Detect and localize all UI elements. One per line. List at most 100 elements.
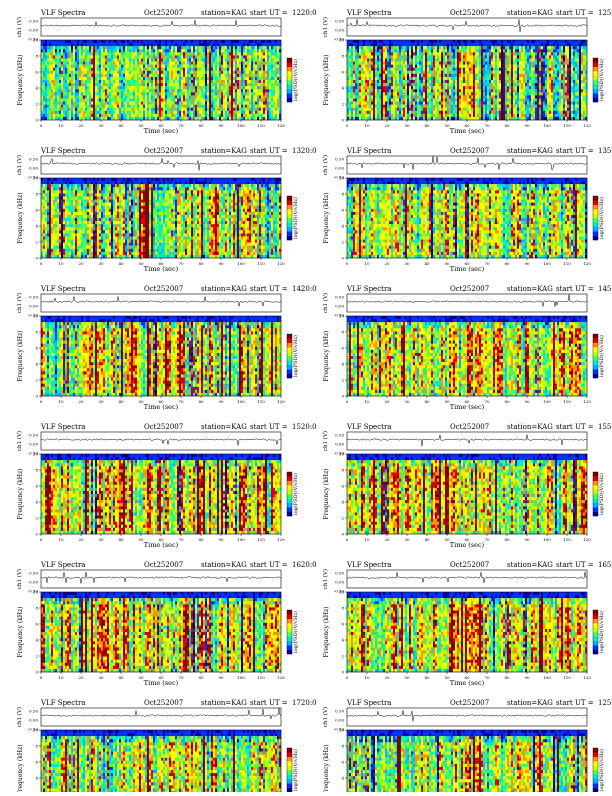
- spectrogram-cell: [399, 114, 401, 117]
- spectrogram-cell: [413, 89, 415, 92]
- spectrogram-cell: [229, 86, 231, 89]
- spectrogram-cell: [111, 89, 113, 92]
- spectrogram-cell: [109, 77, 111, 80]
- spectrogram-cell: [475, 58, 477, 61]
- spectrogram-cell: [393, 117, 395, 120]
- spectrogram-cell: [471, 114, 473, 117]
- spectrogram-cell: [185, 102, 187, 105]
- spectrogram-cell: [459, 89, 461, 92]
- spectrogram-cell: [61, 117, 63, 120]
- spectrogram-cell: [83, 49, 85, 52]
- spectrogram-cell: [207, 83, 209, 86]
- spectrogram-cell: [245, 105, 247, 108]
- spectrogram-cell: [55, 108, 57, 111]
- spectrogram-cell: [217, 111, 219, 114]
- spectrogram-cell: [455, 102, 457, 105]
- spectrogram-cell: [171, 117, 173, 120]
- spectrogram-cell: [461, 49, 463, 52]
- spectrogram-cell: [51, 49, 53, 52]
- spectrogram-cell: [405, 111, 407, 114]
- spectrogram-cell: [73, 52, 75, 55]
- spectrogram-cell: [463, 71, 465, 74]
- spectrogram-cell: [61, 86, 63, 89]
- spectrogram-cell: [429, 43, 431, 46]
- spectrogram-cell: [409, 114, 411, 117]
- spectrogram-cell: [123, 62, 125, 65]
- spectrogram-cell: [249, 117, 251, 120]
- spectrogram-cell: [81, 46, 83, 49]
- spectrogram-cell: [137, 111, 139, 114]
- spectrogram-cell: [91, 89, 93, 92]
- spectrogram-cell: [455, 86, 457, 89]
- spectrogram-cell: [265, 62, 267, 65]
- spectrogram-cell: [259, 86, 261, 89]
- spectrogram-cell: [113, 58, 115, 61]
- spectrogram-cell: [253, 68, 255, 71]
- spectrogram-cell: [277, 89, 279, 92]
- spectrogram-cell: [391, 74, 393, 77]
- spectrogram-cell: [43, 58, 45, 61]
- spectrogram-cell: [69, 80, 71, 83]
- spectrogram-cell: [391, 86, 393, 89]
- spectrogram-cell: [129, 77, 131, 80]
- spectrogram-cell: [467, 114, 469, 117]
- spectrogram-cell: [183, 83, 185, 86]
- spectrogram-cell: [125, 108, 127, 111]
- spectrogram-cell: [217, 68, 219, 71]
- spectrogram-cell: [393, 80, 395, 83]
- spectrogram-cell: [177, 65, 179, 68]
- spectrogram-cell: [393, 62, 395, 65]
- spectrogram-cell: [95, 117, 97, 120]
- spectrogram-cell: [415, 49, 417, 52]
- spectrogram-cell: [155, 98, 157, 101]
- spectrogram-cell: [135, 68, 137, 71]
- spectrogram-cell: [371, 80, 373, 83]
- spectrogram-cell: [173, 68, 175, 71]
- spectrogram-cell: [191, 83, 193, 86]
- spectrogram-cell: [409, 77, 411, 80]
- spectrogram-cell: [473, 108, 475, 111]
- spectrogram-cell: [163, 98, 165, 101]
- spectrogram-cell: [449, 68, 451, 71]
- spectrogram-cell: [155, 95, 157, 98]
- spectrogram-cell: [163, 40, 165, 43]
- spectrogram-cell: [75, 77, 77, 80]
- spectrogram-cell: [269, 40, 271, 43]
- spectrogram-cell: [189, 102, 191, 105]
- spectrogram-cell: [135, 89, 137, 92]
- spectrogram-cell: [151, 43, 153, 46]
- spectrogram-cell: [55, 68, 57, 71]
- spectrogram-cell: [81, 43, 83, 46]
- spectrogram-cell: [429, 86, 431, 89]
- spectrogram-cell: [359, 95, 361, 98]
- spectrogram-cell: [129, 62, 131, 65]
- spectrogram-cell: [205, 95, 207, 98]
- spectrogram-cell: [373, 74, 375, 77]
- spectrogram-cell: [451, 46, 453, 49]
- spectrogram-cell: [65, 77, 67, 80]
- spectrogram-cell: [105, 46, 107, 49]
- spectrogram-cell: [43, 71, 45, 74]
- spectrogram-cell: [405, 77, 407, 80]
- spectrogram-cell: [437, 111, 439, 114]
- spectrogram-cell: [237, 108, 239, 111]
- spectrogram-cell: [135, 62, 137, 65]
- spectrogram-cell: [105, 40, 107, 43]
- spectrogram-cell: [231, 102, 233, 105]
- spectrogram-cell: [365, 62, 367, 65]
- spectrogram-cell: [385, 95, 387, 98]
- spectrogram-cell: [145, 108, 147, 111]
- spectrogram-cell: [43, 108, 45, 111]
- spectrogram-cell: [75, 80, 77, 83]
- spectrogram-cell: [383, 68, 385, 71]
- spectrogram-cell: [129, 89, 131, 92]
- spectrogram-cell: [211, 68, 213, 71]
- spectrogram-cell: [189, 114, 191, 117]
- spectrogram-cell: [51, 65, 53, 68]
- spectrogram-cell: [473, 74, 475, 77]
- spectrogram-cell: [93, 71, 95, 74]
- spectrogram-cell: [395, 108, 397, 111]
- spectrogram-cell: [221, 117, 223, 120]
- spectrogram-cell: [407, 111, 409, 114]
- spectrogram-cell: [481, 102, 483, 105]
